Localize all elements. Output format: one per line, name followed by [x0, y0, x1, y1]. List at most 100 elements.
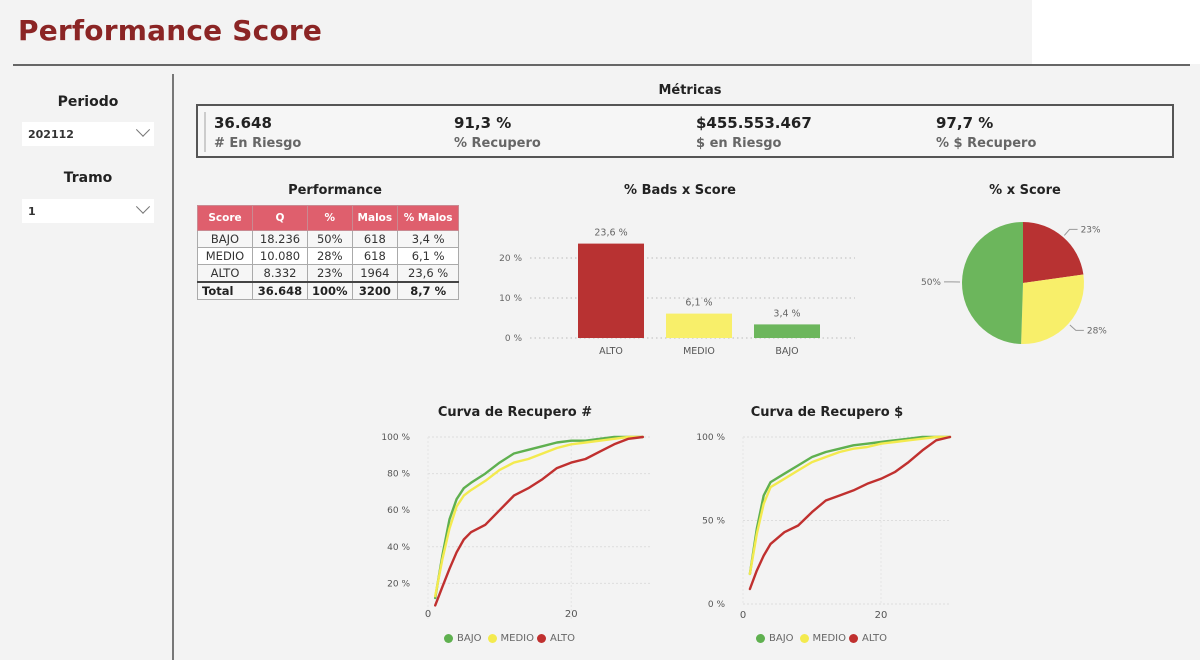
metric-label: % Recupero — [454, 136, 541, 151]
performance-title: Performance — [288, 183, 382, 198]
x-tick-label: 0 — [740, 610, 746, 621]
cell: 23% — [307, 264, 353, 283]
periodo-value: 202112 — [28, 127, 74, 141]
periodo-dropdown[interactable]: 202112 — [22, 122, 154, 146]
line-chart-recupero-dinero: 0 % 50 % 100 % 0 20 — [696, 433, 952, 621]
cell: MEDIO — [197, 247, 253, 265]
y-tick-label: 60 % — [387, 506, 410, 516]
series-line-medio — [748, 435, 952, 576]
cell: 100% — [307, 281, 353, 300]
metric-en-riesgo: 36.648 # En Riesgo — [214, 114, 301, 151]
legend-label: BAJO — [769, 633, 794, 644]
metric-value: 91,3 % — [454, 114, 512, 132]
performance-table: Score Q % Malos % Malos BAJO 18.236 50% … — [197, 205, 460, 300]
bar-bajo — [754, 324, 820, 338]
line-chart-1-legend: BAJO MEDIO ALTO — [438, 633, 575, 644]
series-line-medio — [433, 435, 644, 598]
cell: 10.080 — [252, 247, 308, 265]
line-chart-recupero-count: 20 % 40 % 60 % 80 % 100 % 0 20 — [381, 433, 650, 620]
metric-value: 36.648 — [214, 114, 272, 132]
y-tick-label: 0 % — [708, 600, 726, 610]
y-tick-label: 100 % — [381, 433, 410, 443]
data-label: 50% — [921, 278, 941, 288]
cell: 8.332 — [252, 264, 308, 283]
series-line-alto — [748, 435, 952, 591]
header-divider — [13, 64, 1190, 66]
cell: 8,7 % — [397, 281, 460, 300]
metric-label: % $ Recupero — [936, 136, 1037, 151]
cell: Total — [197, 281, 253, 300]
card-accent — [204, 112, 206, 152]
series-line-bajo — [433, 435, 644, 600]
cell: 50% — [307, 230, 353, 248]
cell: 618 — [351, 247, 399, 265]
pie-chart-title: % x Score — [989, 183, 1061, 198]
legend-dot-medio — [487, 634, 497, 643]
y-tick-label: 20 % — [499, 254, 522, 264]
data-label: 6,1 % — [685, 298, 712, 309]
legend-label: MEDIO — [500, 633, 534, 644]
metric-dinero-recupero: 97,7 % % $ Recupero — [936, 114, 1036, 151]
x-tick-label: BAJO — [775, 346, 798, 357]
cell: 1964 — [351, 264, 399, 283]
cell: ALTO — [197, 264, 253, 283]
x-tick-label: 20 — [875, 610, 888, 621]
legend-dot-bajo — [444, 634, 453, 643]
legend-label: MEDIO — [812, 633, 846, 644]
periodo-label: Periodo — [57, 94, 119, 110]
column-header: Malos — [351, 205, 399, 231]
cell: 23,6 % — [397, 264, 460, 283]
bar-medio — [666, 313, 732, 338]
column-header: Score — [197, 205, 253, 231]
cell: 28% — [307, 247, 353, 265]
column-header: % — [307, 205, 353, 231]
legend-dot-medio — [799, 634, 809, 643]
tramo-dropdown[interactable]: 1 — [22, 199, 154, 223]
cell: 18.236 — [252, 230, 308, 248]
x-tick-label: 20 — [565, 609, 578, 620]
metric-recupero: 91,3 % % Recupero — [454, 114, 541, 151]
data-label: 23% — [1081, 225, 1101, 235]
line-chart-2-legend: BAJO MEDIO ALTO — [750, 633, 887, 644]
line-chart-2-title: Curva de Recupero $ — [750, 405, 904, 420]
y-tick-label: 100 % — [696, 433, 725, 443]
data-label: 3,4 % — [773, 308, 800, 319]
table-row: BAJO 18.236 50% 618 3,4 % — [197, 230, 460, 248]
series-line-bajo — [748, 435, 952, 576]
table-row: ALTO 8.332 23% 1964 23,6 % — [197, 264, 460, 283]
legend-label: ALTO — [862, 633, 888, 644]
legend-dot-bajo — [756, 634, 765, 643]
page-title: Performance Score — [18, 14, 323, 47]
blank-header-area — [1032, 0, 1200, 64]
bar-chart: 0 % 10 % 20 % 23,6 % ALTO 6,1 % MEDIO 3,4 % BAJO — [499, 228, 855, 357]
y-tick-label: 0 % — [505, 334, 523, 344]
x-tick-label: MEDIO — [683, 346, 715, 357]
pie-slice-medio — [1021, 274, 1084, 344]
legend-label: ALTO — [550, 633, 576, 644]
sidebar-divider — [172, 74, 174, 660]
column-header: Q — [252, 205, 308, 231]
pie-slice-bajo — [962, 222, 1023, 344]
x-tick-label: 0 — [425, 609, 431, 620]
metric-value: $455.553.467 — [696, 114, 812, 132]
metric-label: $ en Riesgo — [696, 136, 782, 151]
data-label: 28% — [1087, 326, 1107, 336]
x-tick-label: ALTO — [599, 346, 623, 357]
leader-line — [1069, 324, 1084, 331]
tramo-value: 1 — [28, 204, 36, 218]
cell: 6,1 % — [397, 247, 460, 265]
cell: 618 — [351, 230, 399, 248]
legend-dot-alto — [537, 634, 546, 643]
cell: 36.648 — [252, 281, 308, 300]
series-line-alto — [433, 435, 644, 607]
bar-alto — [578, 243, 644, 338]
y-tick-label: 20 % — [387, 579, 410, 589]
y-tick-label: 40 % — [387, 543, 410, 553]
table-total-row: Total 36.648 100% 3200 8,7 % — [197, 281, 460, 300]
column-header: % Malos — [397, 205, 460, 231]
chevron-down-icon — [135, 122, 151, 137]
line-chart-1-title: Curva de Recupero # — [437, 405, 593, 420]
cell: 3200 — [351, 281, 399, 300]
tramo-label: Tramo — [63, 170, 113, 186]
legend-label: BAJO — [457, 633, 482, 644]
